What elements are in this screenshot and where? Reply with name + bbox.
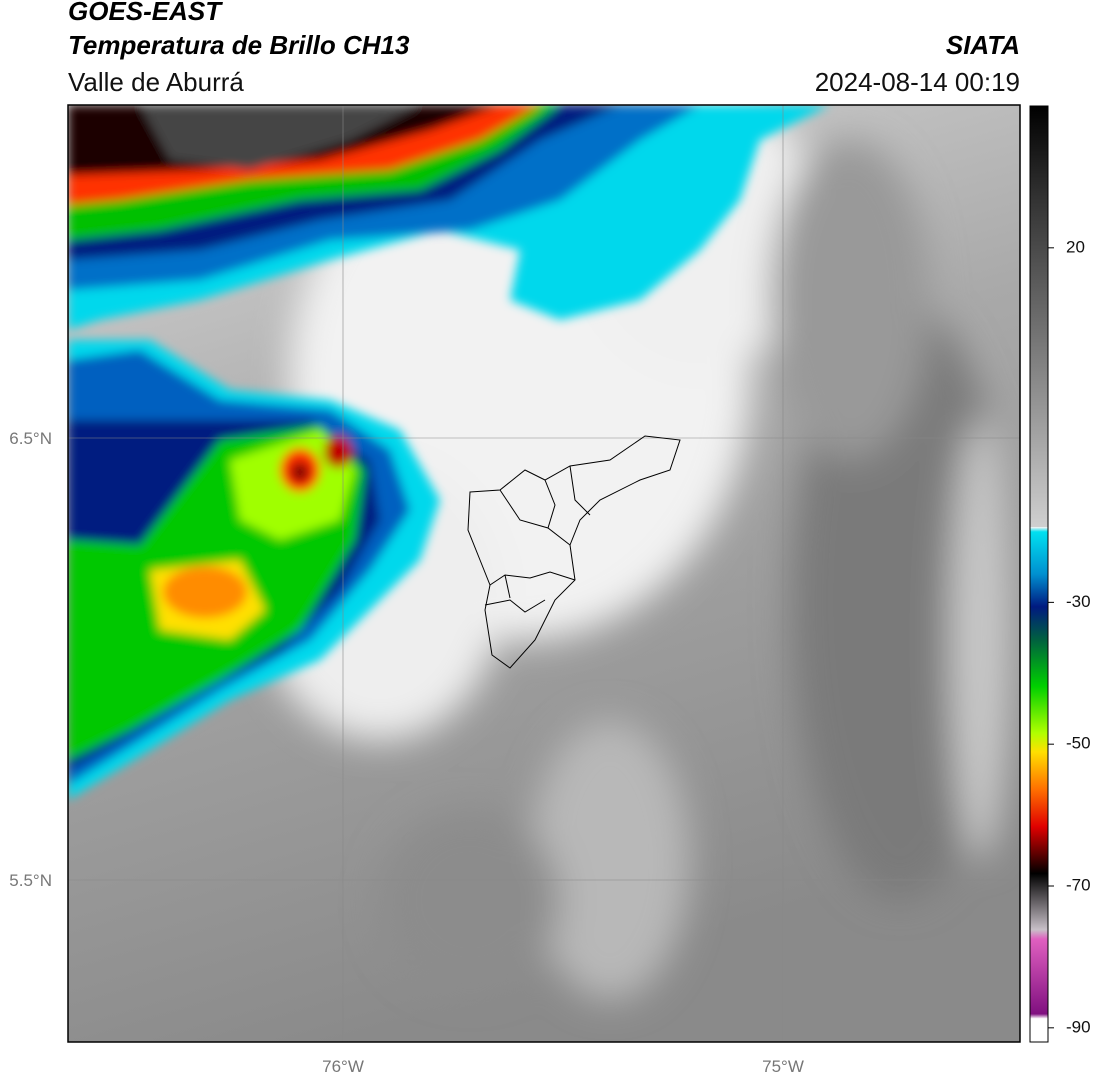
lat-label: 6.5°N — [9, 429, 52, 448]
region: Valle de Aburrá — [68, 67, 244, 97]
source: SIATA — [946, 30, 1020, 60]
colorbar-tick-label: -70 — [1066, 875, 1091, 894]
map-frame — [67, 104, 1021, 1043]
lon-label: 75°W — [762, 1057, 804, 1076]
municipal-boundaries — [467, 435, 681, 669]
lon-label: 76°W — [322, 1057, 364, 1076]
subtitle: Temperatura de Brillo CH13 — [68, 30, 410, 60]
lat-label: 5.5°N — [9, 871, 52, 890]
colorbar — [1029, 105, 1049, 1043]
title: GOES-EAST — [68, 0, 223, 26]
colorbar-tick-label: -90 — [1066, 1017, 1091, 1036]
colorbar-tick-label: -30 — [1066, 592, 1091, 611]
colorbar-tick-label: -50 — [1066, 734, 1091, 753]
colorbar-tick-label: 20 — [1066, 237, 1085, 256]
imagery — [68, 105, 1020, 1042]
timestamp: 2024-08-14 00:19 — [815, 67, 1020, 97]
